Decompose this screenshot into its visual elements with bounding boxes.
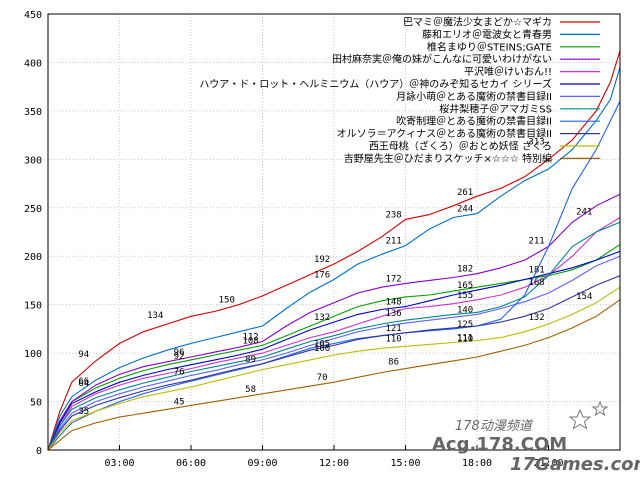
data-label: 66	[78, 377, 89, 387]
data-label: 64	[78, 379, 89, 389]
data-labels: 94 134 150 192 238 261 176 211 244 66 92 108 96 112 17…	[78, 138, 592, 417]
data-label: 313	[528, 138, 544, 148]
x-tick-label: 15:00	[390, 458, 420, 469]
watermark-channel: 178动漫频道	[455, 419, 534, 434]
x-tick-label: 18:00	[462, 458, 492, 469]
y-tick-label: 250	[24, 204, 42, 215]
y-tick-label: 0	[36, 446, 42, 457]
y-tick-label: 50	[30, 398, 42, 409]
y-tick-label: 300	[24, 155, 42, 166]
data-label: 112	[242, 332, 258, 342]
series-line-2	[47, 67, 621, 451]
data-label: 45	[174, 397, 185, 407]
data-label: 111	[457, 333, 473, 343]
legend-entry-label: 桜井梨穂子＠アマガミSS	[439, 102, 552, 115]
plot-frame	[47, 13, 621, 451]
data-label: 100	[314, 344, 330, 354]
legend-entry-label: 吹寄制理＠とある魔術の禁書目録II	[396, 115, 552, 128]
data-label: 211	[385, 237, 401, 247]
y-tick-label: 350	[24, 107, 42, 118]
star-icon	[591, 400, 609, 417]
x-tick-label: 09:00	[247, 458, 277, 469]
series-line-7	[47, 255, 621, 451]
x-tick-label: 06:00	[176, 458, 206, 469]
data-label: 172	[385, 274, 401, 284]
data-label: 70	[317, 373, 328, 383]
series-lines	[47, 50, 621, 451]
data-label: 35	[78, 407, 89, 417]
data-label: 125	[457, 320, 473, 330]
watermark-site: Acg.178.COM	[432, 434, 567, 455]
data-label: 238	[385, 210, 401, 220]
x-axis: 03:00 06:00 09:00 12:00 15:00 18:00 21:00	[104, 445, 564, 469]
data-label: 244	[457, 205, 473, 215]
data-label: 181	[528, 266, 544, 276]
series-line-1	[47, 50, 621, 451]
legend-entry-label: 田村麻奈実＠俺の妹がこんなに可愛いわけがない	[332, 53, 552, 66]
x-tick-label: 21:00	[533, 458, 563, 469]
y-tick-label: 450	[24, 10, 42, 21]
legend-entry-label: 月詠小萌＠とある魔術の禁書目録II	[396, 90, 552, 103]
x-tick-label: 12:00	[319, 458, 349, 469]
legend-entry-label: オルソラ＝アクィナス＠とある魔術の禁書目録II	[337, 127, 552, 140]
data-label: 110	[385, 334, 401, 344]
data-label: 105	[314, 339, 330, 349]
y-tick-label: 100	[24, 349, 42, 360]
data-label: 140	[457, 305, 473, 315]
data-label: 58	[245, 385, 256, 395]
series-line-6	[47, 250, 621, 451]
data-label: 89	[245, 355, 256, 365]
y-tick-label: 400	[24, 58, 42, 69]
watermark-games: 17Games.com	[510, 454, 640, 475]
data-label: 76	[174, 367, 185, 377]
data-label: 155	[457, 291, 473, 301]
data-label: 182	[457, 265, 473, 275]
data-label: 211	[528, 237, 544, 247]
legend: 巴マミ＠魔法少女まどか☆マギカ藤和エリオ＠電波女と青春男椎名まゆり＠STEINS…	[199, 16, 600, 165]
y-tick-label: 150	[24, 301, 42, 312]
star-icon	[568, 408, 592, 430]
data-label: 148	[385, 298, 401, 308]
data-label: 132	[528, 313, 544, 323]
data-label: 96	[174, 348, 185, 358]
data-label: 150	[219, 296, 235, 306]
data-label: 241	[576, 207, 592, 217]
legend-entry-label: ハウア・ド・ロット・ヘルミニウム（ハウア）＠神のみぞ知るセカイ シリーズ	[199, 78, 552, 91]
series-line-10	[47, 275, 621, 451]
data-label: 165	[457, 281, 473, 291]
data-label: 86	[388, 358, 399, 368]
series-line-9	[47, 100, 621, 451]
legend-entry-label: 巴マミ＠魔法少女まどか☆マギカ	[403, 16, 552, 29]
legend-entry-label: 椎名まゆり＠STEINS;GATE	[427, 40, 552, 53]
data-label: 168	[528, 278, 544, 288]
y-axis: 0 50 100 150 200 250 300 350 400 450	[24, 10, 42, 457]
data-label: 192	[314, 255, 330, 265]
data-label: 136	[385, 309, 401, 319]
data-label: 132	[314, 313, 330, 323]
legend-entry-label: 西王母桃（ざくろ）＠おとめ妖怪 ざくろ	[369, 140, 552, 153]
legend-entry-label: 藤和エリオ＠電波女と青春男	[422, 28, 552, 41]
series-line-5	[47, 217, 621, 451]
data-label: 154	[576, 292, 592, 302]
legend-entry-label: 吉野屋先生＠ひだまりスケッチ×☆☆☆ 特別編	[344, 152, 552, 165]
data-label: 261	[457, 188, 473, 198]
data-label: 94	[78, 350, 89, 360]
data-label: 110	[457, 334, 473, 344]
data-label: 121	[385, 324, 401, 334]
watermark: 178动漫频道 Acg.178.COM 17Games.com	[432, 400, 640, 475]
series-line-11	[47, 286, 621, 451]
legend-entry-label: 平沢唯＠けいおん!!	[464, 65, 552, 78]
x-tick-label: 03:00	[104, 458, 134, 469]
series-line-12	[47, 299, 621, 451]
data-label: 176	[314, 270, 330, 280]
data-label: 92	[174, 352, 185, 362]
series-line-4	[47, 193, 621, 451]
data-label: 134	[147, 311, 163, 321]
data-label: 108	[242, 336, 258, 346]
y-tick-label: 200	[24, 252, 42, 263]
